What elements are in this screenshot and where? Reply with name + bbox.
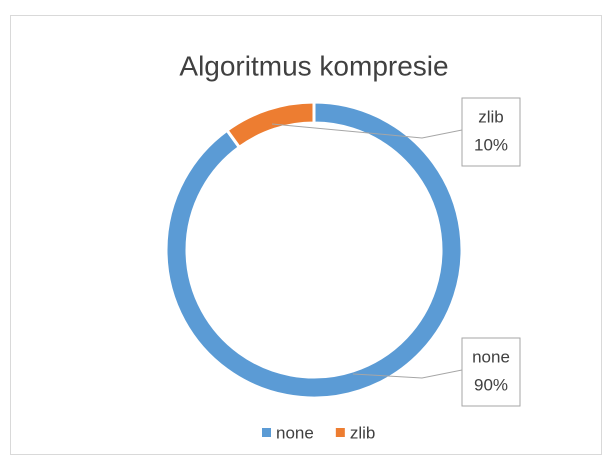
leader-line xyxy=(352,369,463,379)
chart-title: Algoritmus kompresie xyxy=(179,50,448,81)
legend-label: none xyxy=(276,423,314,442)
legend-swatch xyxy=(262,428,271,437)
data-label-value: 90% xyxy=(474,375,508,394)
donut-slice xyxy=(164,100,464,400)
data-label-box xyxy=(461,97,521,167)
data-label-value: 10% xyxy=(474,135,508,154)
legend-label: zlib xyxy=(350,423,376,442)
donut-slice xyxy=(224,100,316,150)
leader-line xyxy=(271,123,463,139)
data-label-category: zlib xyxy=(478,107,504,126)
legend-swatch xyxy=(335,428,345,437)
data-label-box xyxy=(461,337,521,407)
data-label-category: none xyxy=(472,347,510,366)
